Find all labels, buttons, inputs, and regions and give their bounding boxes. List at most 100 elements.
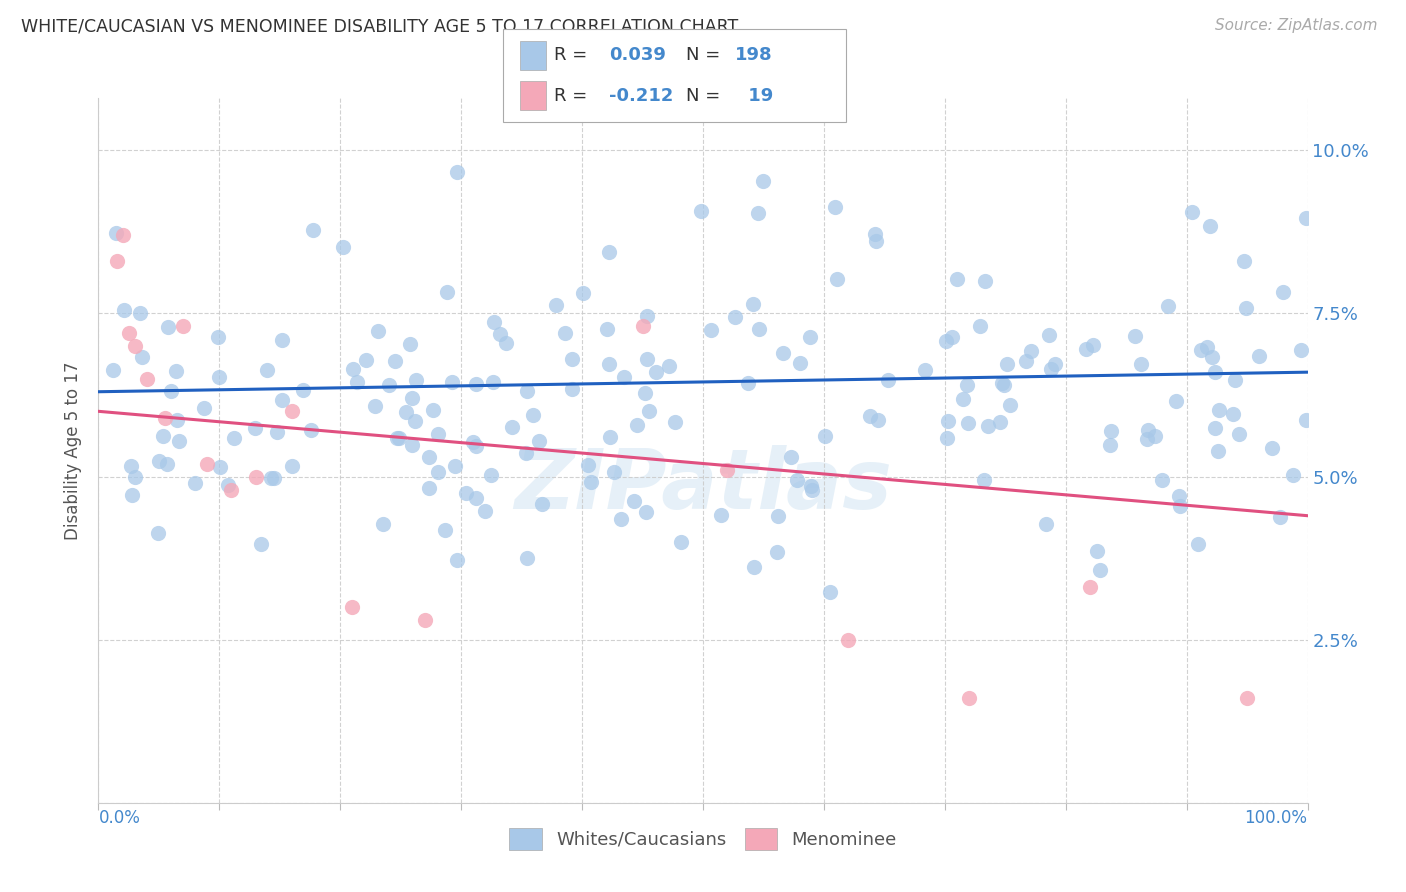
- Point: [818, 585, 841, 599]
- Point: [446, 553, 468, 567]
- Point: [531, 497, 554, 511]
- Text: R =: R =: [554, 87, 593, 105]
- Point: [998, 398, 1021, 412]
- Point: [342, 600, 364, 615]
- Point: [354, 352, 377, 367]
- Point: [404, 414, 426, 428]
- Point: [135, 372, 157, 386]
- Point: [441, 376, 464, 390]
- Point: [479, 467, 502, 482]
- Point: [977, 419, 1000, 434]
- Point: [1168, 499, 1191, 513]
- Point: [208, 459, 231, 474]
- Point: [952, 392, 974, 407]
- Point: [638, 404, 661, 418]
- Point: [1038, 328, 1060, 343]
- Point: [263, 471, 285, 485]
- Point: [1201, 351, 1223, 365]
- Point: [245, 469, 267, 483]
- Point: [456, 486, 478, 500]
- Point: [579, 475, 602, 489]
- Point: [636, 310, 658, 324]
- Point: [364, 399, 387, 413]
- Point: [645, 365, 668, 379]
- Text: 100.0%: 100.0%: [1244, 809, 1308, 827]
- Point: [302, 223, 325, 237]
- Text: 0.039: 0.039: [609, 46, 665, 64]
- Point: [863, 227, 886, 242]
- Point: [167, 434, 190, 449]
- Point: [1204, 420, 1226, 434]
- Point: [1143, 428, 1166, 442]
- Point: [207, 330, 229, 344]
- Point: [183, 475, 205, 490]
- Point: [1099, 425, 1122, 439]
- Point: [101, 363, 124, 377]
- Point: [1040, 362, 1063, 376]
- Point: [969, 318, 991, 333]
- Point: [153, 410, 176, 425]
- Point: [1208, 444, 1230, 458]
- Point: [418, 481, 440, 495]
- Point: [690, 204, 713, 219]
- Point: [481, 376, 503, 390]
- Point: [1136, 423, 1159, 437]
- Point: [1197, 340, 1219, 354]
- Point: [664, 415, 686, 429]
- Point: [152, 428, 174, 442]
- Point: [1045, 357, 1067, 371]
- Point: [522, 408, 544, 422]
- Point: [256, 362, 278, 376]
- Point: [995, 358, 1018, 372]
- Text: N =: N =: [686, 46, 725, 64]
- Point: [427, 426, 450, 441]
- Point: [1123, 329, 1146, 343]
- Point: [544, 297, 567, 311]
- Text: Source: ZipAtlas.com: Source: ZipAtlas.com: [1215, 18, 1378, 33]
- Point: [146, 525, 169, 540]
- Text: ZIPatlas: ZIPatlas: [515, 445, 891, 526]
- Point: [224, 431, 246, 445]
- Point: [193, 401, 215, 416]
- Text: WHITE/CAUCASIAN VS MENOMINEE DISABILITY AGE 5 TO 17 CORRELATION CHART: WHITE/CAUCASIAN VS MENOMINEE DISABILITY …: [21, 18, 738, 36]
- Point: [148, 454, 170, 468]
- Point: [1260, 441, 1282, 455]
- Point: [554, 326, 576, 341]
- Point: [516, 551, 538, 566]
- Text: R =: R =: [554, 46, 593, 64]
- Text: -0.212: -0.212: [609, 87, 673, 105]
- Point: [474, 504, 496, 518]
- Point: [716, 463, 738, 477]
- Point: [427, 465, 450, 479]
- Point: [266, 425, 288, 440]
- Point: [461, 434, 484, 449]
- Point: [401, 391, 423, 405]
- Point: [1236, 691, 1258, 706]
- Point: [865, 234, 887, 248]
- Point: [1208, 402, 1230, 417]
- Point: [598, 244, 620, 259]
- Point: [877, 373, 900, 387]
- Point: [271, 333, 294, 347]
- Point: [501, 420, 523, 434]
- Point: [613, 370, 636, 384]
- Text: 198: 198: [735, 46, 773, 64]
- Point: [342, 362, 364, 376]
- Point: [799, 330, 821, 344]
- Text: 0.0%: 0.0%: [98, 809, 141, 827]
- Point: [824, 200, 846, 214]
- Point: [710, 508, 733, 523]
- Point: [1282, 467, 1305, 482]
- Point: [1204, 366, 1226, 380]
- Point: [156, 319, 179, 334]
- Point: [465, 491, 488, 505]
- Point: [1150, 473, 1173, 487]
- Point: [561, 351, 583, 366]
- Point: [741, 297, 763, 311]
- Point: [1198, 219, 1220, 233]
- Point: [1222, 407, 1244, 421]
- Point: [1019, 343, 1042, 358]
- Point: [723, 310, 745, 324]
- Point: [598, 357, 620, 371]
- Point: [495, 335, 517, 350]
